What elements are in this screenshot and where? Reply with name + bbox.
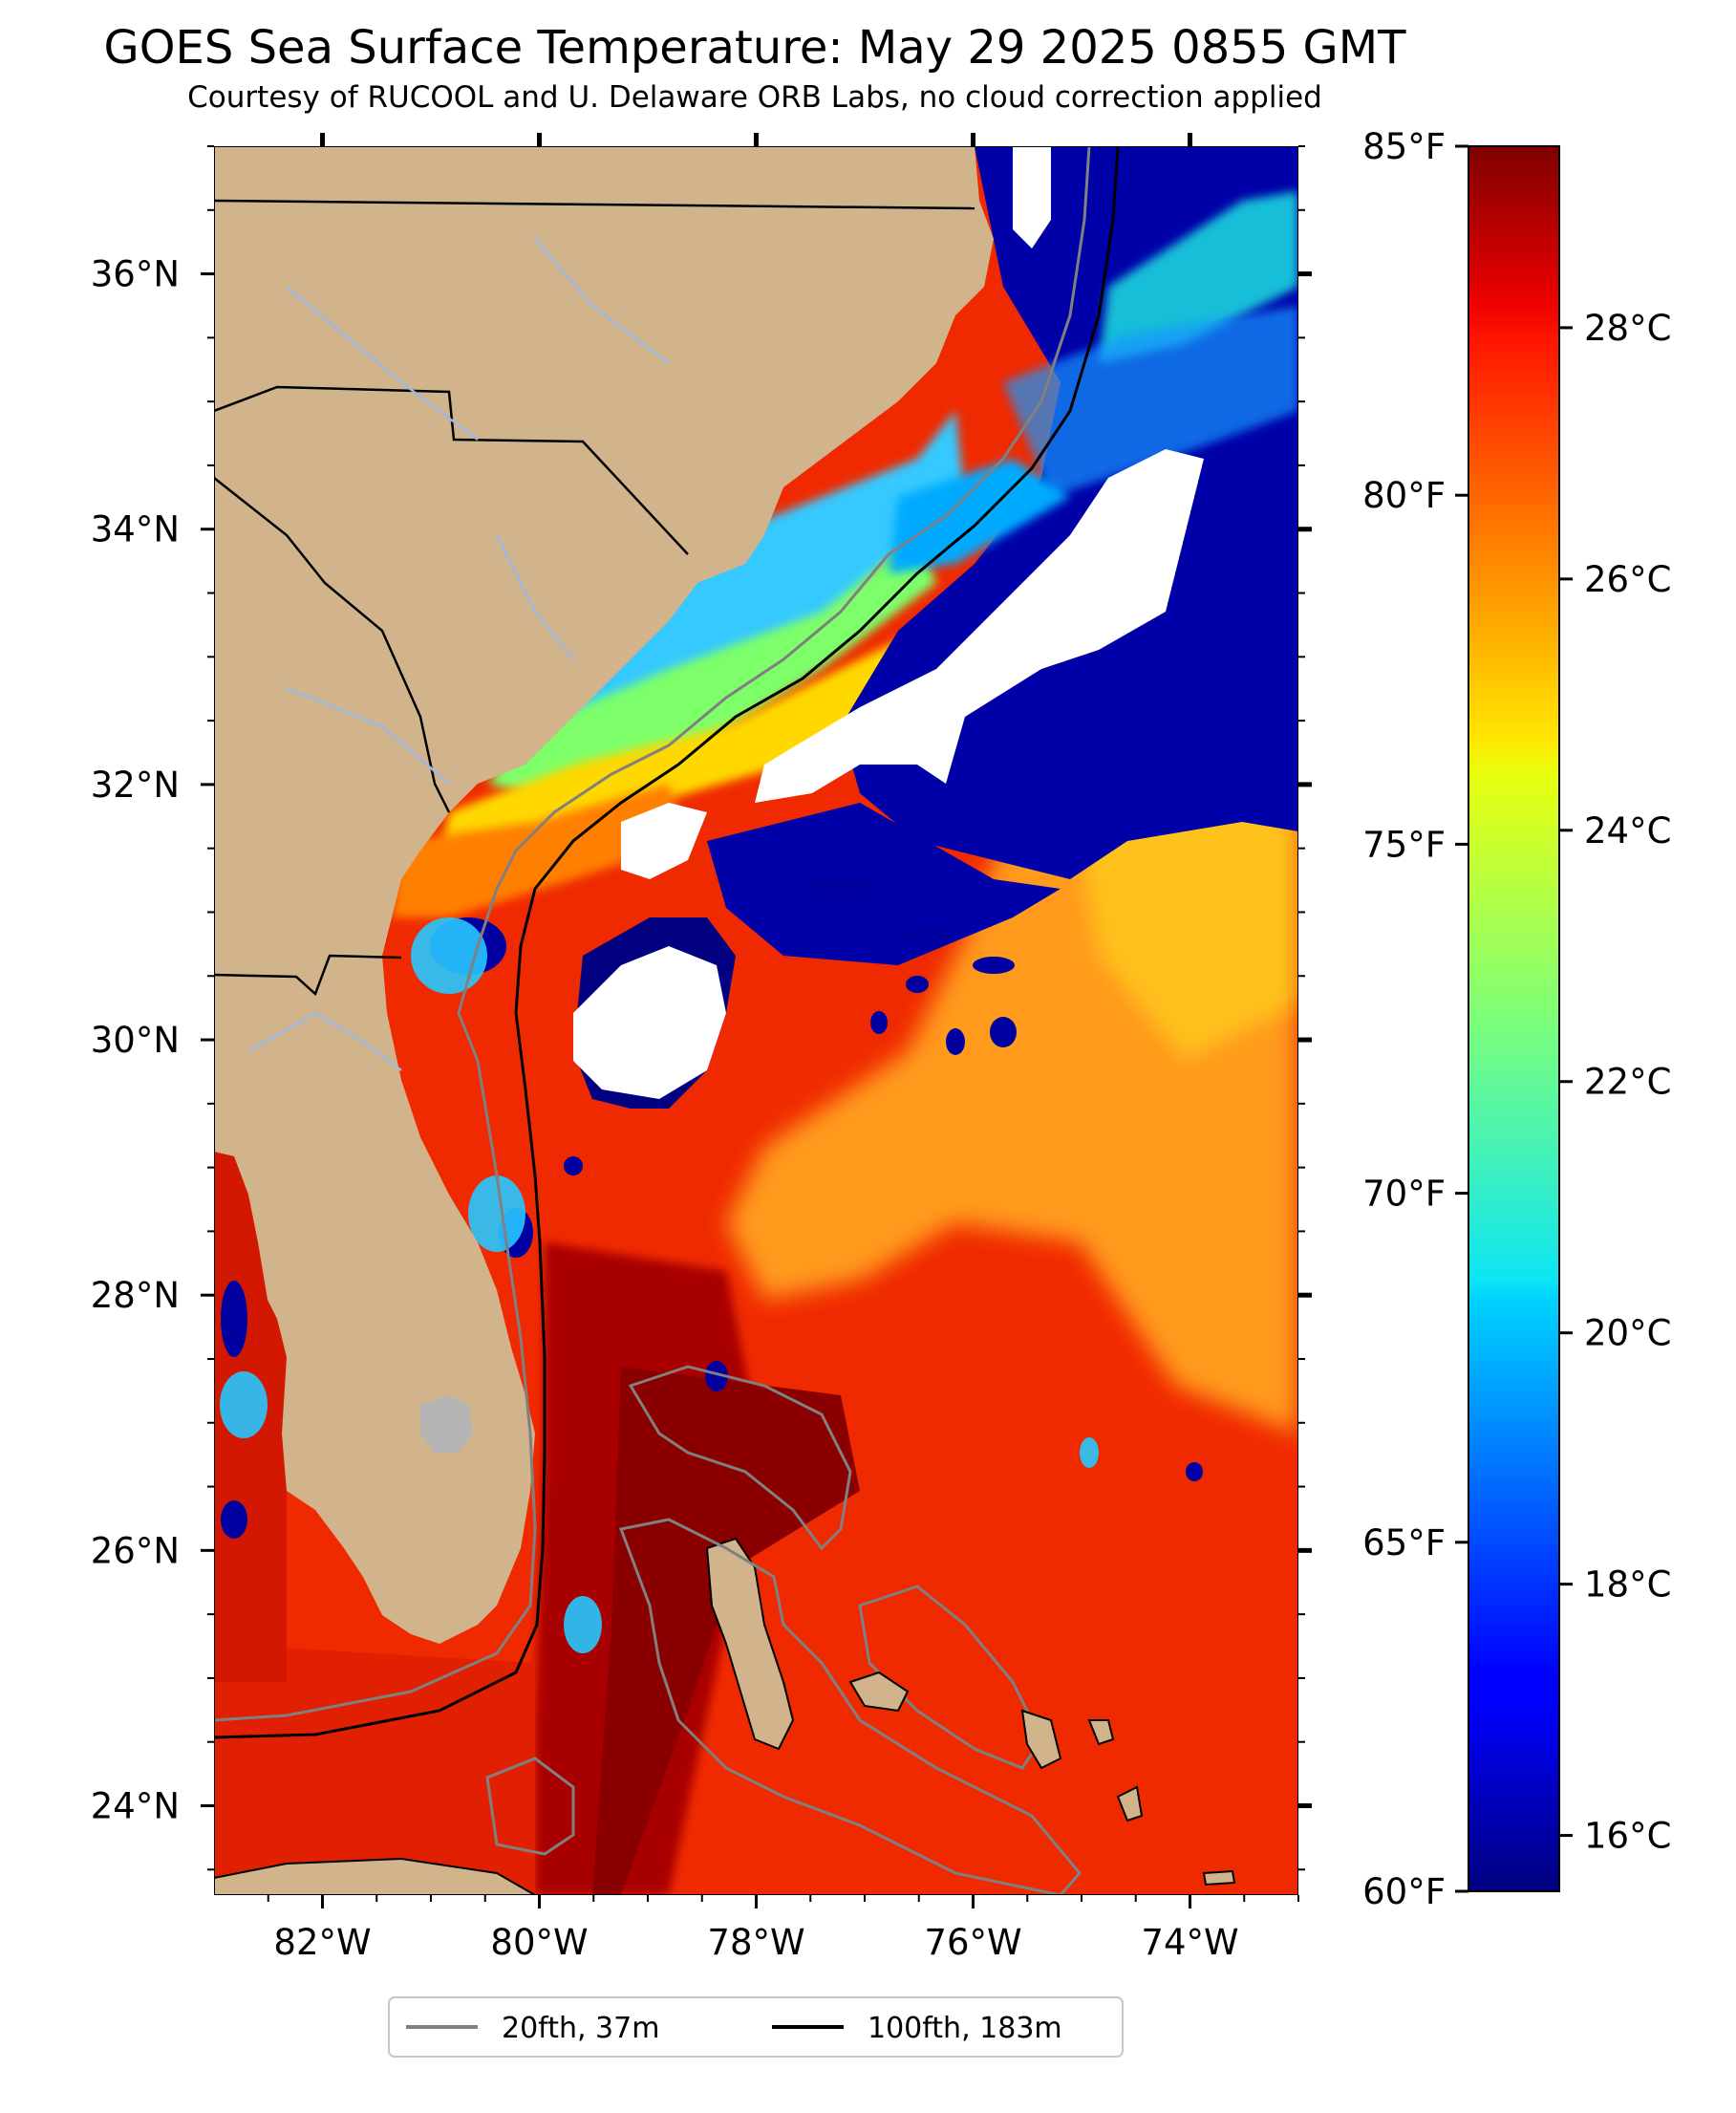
state-borders: [214, 199, 975, 997]
cbar-f-label: 65°F: [1362, 1522, 1446, 1563]
shelf-cool-north: [516, 411, 965, 755]
cyan-streak-1: [1099, 191, 1298, 363]
bahamas-bank-warm: [592, 1367, 860, 1895]
legend-box: [388, 1996, 1124, 2058]
cloud-large: [755, 449, 1204, 803]
lat-tick-label: 26°N: [91, 1530, 180, 1571]
cbar-f-label: 60°F: [1362, 1871, 1446, 1912]
colorbar-gradient: [1468, 145, 1560, 1892]
cyan-streak-3: [889, 459, 1070, 573]
cbar-f-label: 75°F: [1362, 824, 1446, 865]
cloud-florida-white: [573, 946, 726, 1099]
longitude-axis: 82°W 80°W 78°W 76°W 74°W: [267, 133, 1299, 1963]
lat-tick-label: 36°N: [91, 254, 180, 295]
cbar-c-label: 24°C: [1584, 810, 1671, 852]
lon-tick-label: 82°W: [273, 1922, 371, 1963]
land-lake-okeechobee: [420, 1395, 473, 1453]
cyan-streak-2: [1003, 306, 1298, 497]
cbar-c-label: 28°C: [1584, 308, 1671, 349]
map-title: GOES Sea Surface Temperature: May 29 202…: [103, 21, 1406, 75]
latitude-axis: 24°N 26°N 28°N 30°N 32°N 34°N 36°N: [91, 145, 1312, 1871]
colorbar-fahrenheit-axis: 60°F 65°F 70°F 75°F 80°F 85°F: [1362, 126, 1468, 1912]
legend: 20fth, 37m 100fth, 183m: [388, 1996, 1124, 2058]
lon-tick-label: 78°W: [707, 1922, 804, 1963]
cbar-f-label: 70°F: [1362, 1174, 1446, 1215]
lat-tick-label: 30°N: [91, 1020, 180, 1061]
legend-label-20fth: 20fth, 37m: [502, 2012, 659, 2045]
shelf-orange: [392, 784, 688, 917]
lon-tick-label: 76°W: [924, 1922, 1021, 1963]
map-subtitle: Courtesy of RUCOOL and U. Delaware ORB L…: [187, 80, 1322, 115]
cbar-c-label: 16°C: [1584, 1816, 1671, 1857]
lat-tick-label: 28°N: [91, 1275, 180, 1316]
cbar-f-label: 85°F: [1362, 126, 1446, 167]
cloud-islet: [621, 803, 707, 879]
shelf-green: [487, 535, 936, 803]
colorbar-celsius-axis: 16°C 18°C 20°C 22°C 24°C 26°C 28°C: [1559, 308, 1671, 1857]
legend-label-100fth: 100fth, 183m: [868, 2012, 1062, 2045]
lat-tick-label: 34°N: [91, 509, 180, 550]
lat-tick-label: 24°N: [91, 1785, 180, 1826]
contour-20fth: [214, 146, 1091, 1722]
cbar-f-label: 80°F: [1362, 475, 1446, 516]
land-cuba: [214, 1857, 538, 1895]
cbar-c-label: 20°C: [1584, 1313, 1671, 1354]
cold-mid: [707, 803, 1061, 965]
cbar-c-label: 22°C: [1584, 1062, 1671, 1103]
lon-tick-label: 74°W: [1141, 1922, 1238, 1963]
lat-tick-label: 32°N: [91, 765, 180, 806]
cloud-northeast: [1013, 146, 1051, 248]
sst-map: [214, 146, 1298, 1895]
colorbar: 60°F 65°F 70°F 75°F 80°F 85°F 16°C 18°C 20°C 22°…: [1362, 126, 1671, 1912]
bahamas-islands: [848, 1671, 1236, 1887]
lon-tick-label: 80°W: [490, 1922, 588, 1963]
contour-100fth: [214, 146, 1120, 1739]
florida-straits: [214, 1644, 535, 1895]
cbar-c-label: 18°C: [1584, 1564, 1671, 1606]
land-mainland: [214, 146, 994, 1644]
rivers: [247, 238, 670, 1071]
cbar-c-label: 26°C: [1584, 559, 1671, 600]
